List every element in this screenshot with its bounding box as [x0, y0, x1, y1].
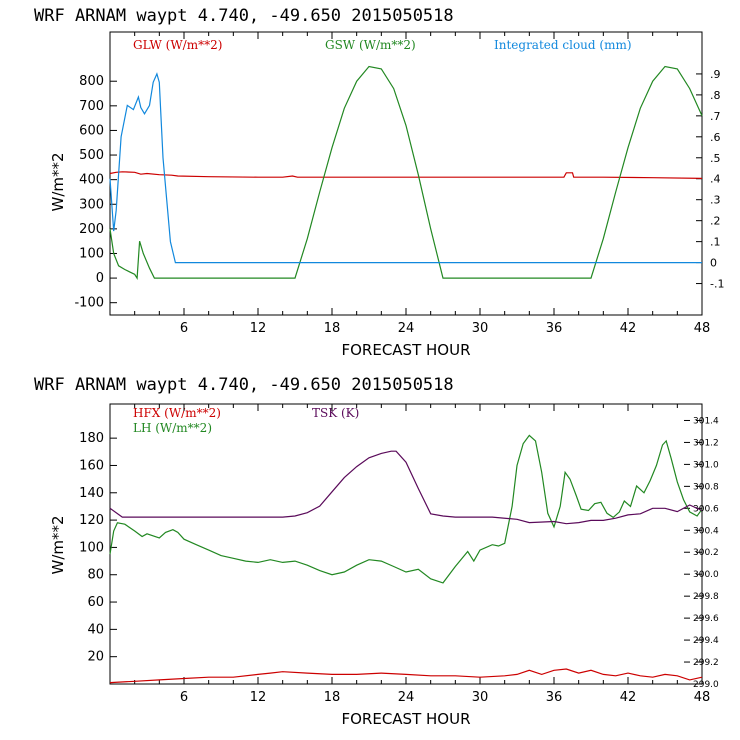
top-y2tick-label: .3 — [710, 194, 721, 207]
top-y2tick-label: -.1 — [710, 278, 724, 291]
bottom-xtick-label: 6 — [180, 690, 188, 705]
top-series-group — [109, 65, 703, 280]
top-ytick-label: 800 — [79, 74, 104, 89]
bottom-ytick-label: 80 — [87, 568, 104, 583]
top-y2tick-label: .5 — [710, 152, 721, 165]
bottom-series-tsk — [109, 450, 703, 525]
top-ytick-label: 600 — [79, 123, 104, 138]
bottom-chart: WRF ARNAM waypt 4.740, -49.650 201505051… — [34, 375, 719, 728]
top-xtick-label: 30 — [472, 321, 489, 336]
top-ytick-label: 300 — [79, 197, 104, 212]
bottom-y2tick-label: 300.4 — [693, 526, 719, 536]
top-legend-gsw: GSW (W/m**2) — [325, 38, 416, 52]
bottom-legend-tsk: TSK (K) — [312, 406, 359, 420]
top-ytick-label: 0 — [96, 271, 104, 286]
bottom-series-lh — [109, 434, 703, 584]
bottom-axis-ticks: 6 12 18 24 30 36 42 48 20 40 60 80 100 120 140 160 180 29… — [79, 404, 719, 705]
top-series-glw — [109, 171, 703, 179]
bottom-series-group — [109, 434, 703, 684]
top-y2tick-label: .9 — [710, 68, 721, 81]
top-ytick-label: 700 — [79, 99, 104, 114]
top-series-cloud — [109, 72, 702, 264]
top-ytick-label: -100 — [74, 296, 104, 311]
top-ytick-label: 500 — [79, 148, 104, 163]
bottom-y2tick-label: 299.0 — [693, 680, 719, 690]
bottom-ytick-label: 120 — [79, 513, 104, 528]
bottom-xtick-label: 42 — [620, 690, 637, 705]
bottom-chart-title: WRF ARNAM waypt 4.740, -49.650 201505051… — [34, 375, 454, 395]
bottom-ytick-label: 180 — [79, 431, 104, 446]
top-y2tick-label: .6 — [710, 131, 721, 144]
bottom-xlabel: FORECAST HOUR — [341, 710, 470, 728]
bottom-y2tick-label: 299.2 — [693, 658, 719, 668]
bottom-y2tick-label: 301.4 — [693, 416, 719, 426]
top-xtick-label: 42 — [620, 321, 637, 336]
top-axis-ticks: 6 12 18 24 30 36 42 48 -100 0 100 200 300 400 500 600 70… — [74, 32, 724, 336]
bottom-ytick-label: 160 — [79, 458, 104, 473]
bottom-legend-lh: LH (W/m**2) — [133, 421, 212, 435]
bottom-y2tick-label: 300.6 — [693, 504, 719, 514]
top-series-gsw — [109, 65, 703, 280]
bottom-xtick-label: 18 — [324, 690, 341, 705]
bottom-ytick-label: 60 — [87, 595, 104, 610]
top-ylabel: W/m**2 — [49, 152, 67, 211]
top-xlabel: FORECAST HOUR — [341, 341, 470, 359]
top-xtick-label: 12 — [250, 321, 267, 336]
top-xtick-label: 6 — [180, 321, 188, 336]
bottom-ytick-label: 40 — [87, 622, 104, 637]
bottom-y2tick-label: 300.8 — [693, 482, 719, 492]
bottom-y2tick-label: 299.8 — [693, 592, 719, 602]
bottom-y2tick-label: 299.6 — [693, 614, 719, 624]
top-chart-title: WRF ARNAM waypt 4.740, -49.650 201505051… — [34, 6, 454, 26]
bottom-ytick-label: 140 — [79, 486, 104, 501]
top-y2tick-label: 0 — [710, 257, 717, 270]
bottom-y2tick-label: 300.2 — [693, 548, 719, 558]
bottom-plot-frame — [109, 403, 703, 685]
top-plot-frame — [109, 31, 703, 316]
top-legend-glw: GLW (W/m**2) — [133, 38, 222, 52]
bottom-y2tick-label: 301.0 — [693, 460, 719, 470]
top-y2tick-label: .4 — [710, 173, 721, 186]
bottom-xtick-label: 36 — [546, 690, 563, 705]
top-ytick-label: 200 — [79, 222, 104, 237]
bottom-xtick-label: 30 — [472, 690, 489, 705]
top-xtick-label: 18 — [324, 321, 341, 336]
bottom-xtick-label: 12 — [250, 690, 267, 705]
bottom-y2tick-label: 300.0 — [693, 570, 719, 580]
bottom-xtick-label: 48 — [694, 690, 711, 705]
top-y2tick-label: .1 — [710, 236, 721, 249]
bottom-y2tick-label: 299.4 — [693, 636, 719, 646]
bottom-ylabel: W/m**2 — [49, 515, 67, 574]
bottom-legend-hfx: HFX (W/m**2) — [133, 406, 221, 420]
top-ytick-label: 100 — [79, 246, 104, 261]
top-legend-cloud: Integrated cloud (mm) — [494, 38, 632, 52]
top-y2tick-label: .8 — [710, 89, 721, 102]
bottom-ytick-label: 20 — [87, 650, 104, 665]
bottom-xtick-label: 24 — [398, 690, 415, 705]
top-chart: WRF ARNAM waypt 4.740, -49.650 201505051… — [34, 6, 724, 359]
bottom-series-hfx — [109, 668, 703, 684]
top-xtick-label: 36 — [546, 321, 563, 336]
top-xtick-label: 24 — [398, 321, 415, 336]
top-xtick-label: 48 — [694, 321, 711, 336]
bottom-ytick-label: 100 — [79, 540, 104, 555]
top-y2tick-label: .7 — [710, 110, 721, 123]
bottom-y2tick-label: 301.2 — [693, 438, 719, 448]
top-ytick-label: 400 — [79, 173, 104, 188]
top-y2tick-label: .2 — [710, 215, 721, 228]
